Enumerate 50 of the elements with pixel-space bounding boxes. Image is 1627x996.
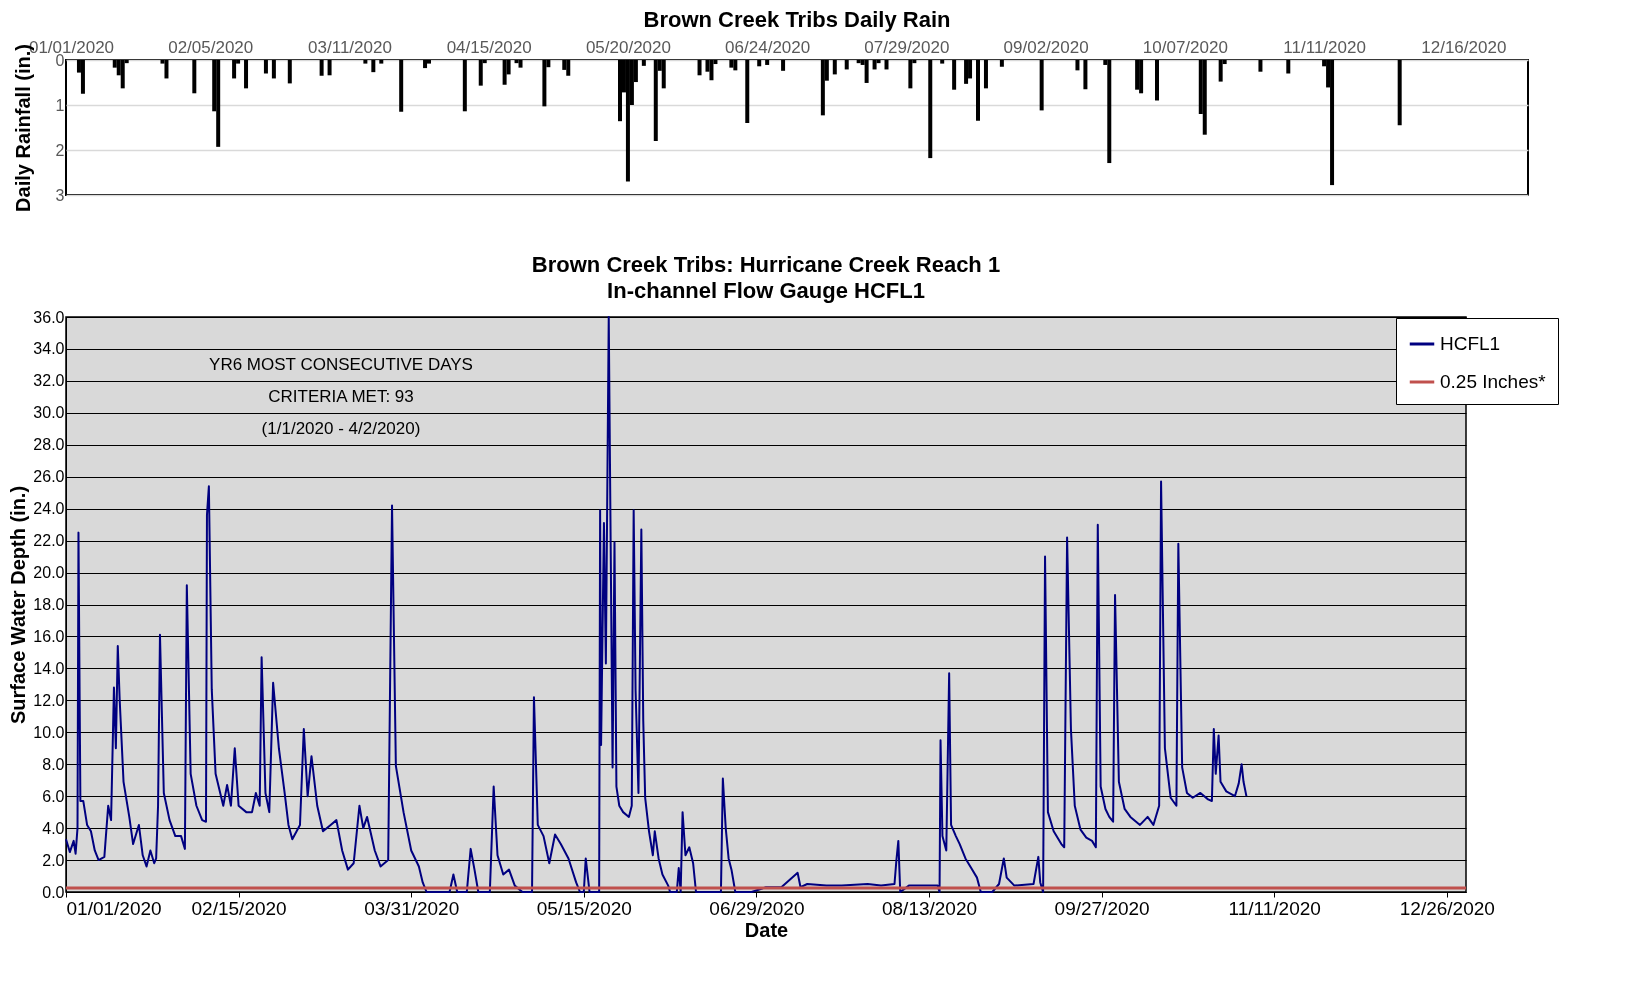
y-tick-label: 14.0 — [33, 659, 65, 677]
y-tick-label: 2 — [55, 141, 65, 159]
y-tick-label: 22.0 — [33, 532, 65, 550]
y-tick-label: 8.0 — [42, 755, 65, 773]
x-tick-label: 11/11/2020 — [1283, 37, 1366, 57]
x-tick-label: 07/29/2020 — [864, 37, 950, 57]
y-tick-label: 32.0 — [33, 372, 65, 390]
chart-title: Brown Creek Tribs Daily Rain — [643, 7, 951, 32]
y-tick-label: 4.0 — [42, 819, 65, 837]
x-axis-title: Date — [744, 918, 789, 941]
x-tick-label: 03/31/2020 — [364, 897, 460, 919]
y-tick-label: 3 — [55, 186, 65, 204]
x-tick-label: 12/26/2020 — [1399, 897, 1495, 919]
y-tick-label: 10.0 — [33, 723, 65, 741]
y-tick-label: 36.0 — [33, 308, 65, 326]
x-tick-label: 01/01/2020 — [66, 897, 162, 919]
x-tick-label: 04/15/2020 — [446, 37, 532, 57]
x-tick-label: 02/15/2020 — [191, 897, 287, 919]
y-tick-label: 18.0 — [33, 596, 65, 613]
x-tick-label: 05/15/2020 — [536, 897, 632, 919]
x-tick-label: 03/11/2020 — [308, 37, 392, 57]
x-tick-label: 05/20/2020 — [585, 37, 671, 57]
x-tick-label: 06/24/2020 — [725, 37, 811, 57]
line-series — [65, 316, 1248, 893]
y-tick-label: 24.0 — [33, 500, 65, 518]
y-tick-label: 12.0 — [33, 691, 65, 709]
y-tick-label: 28.0 — [33, 436, 65, 454]
y-tick-label: 0.0 — [42, 883, 65, 901]
x-tick-label: 09/02/2020 — [1003, 37, 1089, 57]
y-tick-label: 20.0 — [33, 564, 65, 582]
x-tick-label: 10/07/2020 — [1142, 37, 1228, 57]
x-tick-label: 12/16/2020 — [1421, 37, 1507, 57]
y-tick-label: 26.0 — [33, 468, 65, 486]
legend-label: 0.25 Inches* — [1440, 371, 1547, 392]
chart-title: Brown Creek Tribs: Hurricane Creek Reach 1 — [531, 252, 1001, 277]
y-tick-label: 16.0 — [33, 627, 65, 645]
y-axis-title: Surface Water Depth (in.) — [7, 485, 30, 725]
x-tick-label: 06/29/2020 — [709, 897, 805, 919]
x-tick-label: 02/05/2020 — [168, 37, 254, 57]
y-tick-label: 1 — [55, 96, 65, 114]
y-tick-label: 34.0 — [33, 340, 65, 358]
x-tick-label: 08/13/2020 — [881, 897, 978, 919]
chart-subtitle: In-channel Flow Gauge HCFL1 — [607, 278, 925, 303]
y-tick-label: 2.0 — [42, 851, 65, 869]
legend-label: HCFL1 — [1440, 333, 1501, 354]
x-tick-label: 09/27/2020 — [1054, 897, 1150, 919]
y-tick-label: 6.0 — [42, 787, 65, 805]
annotation: YR6 MOST CONSECUTIVE DAYS CRITERIA MET: 93 (1/1/2020 - 4/2/2020) — [209, 355, 473, 439]
y-tick-label: 30.0 — [33, 404, 65, 422]
x-tick-label: 11/11/2020 — [1228, 897, 1321, 919]
